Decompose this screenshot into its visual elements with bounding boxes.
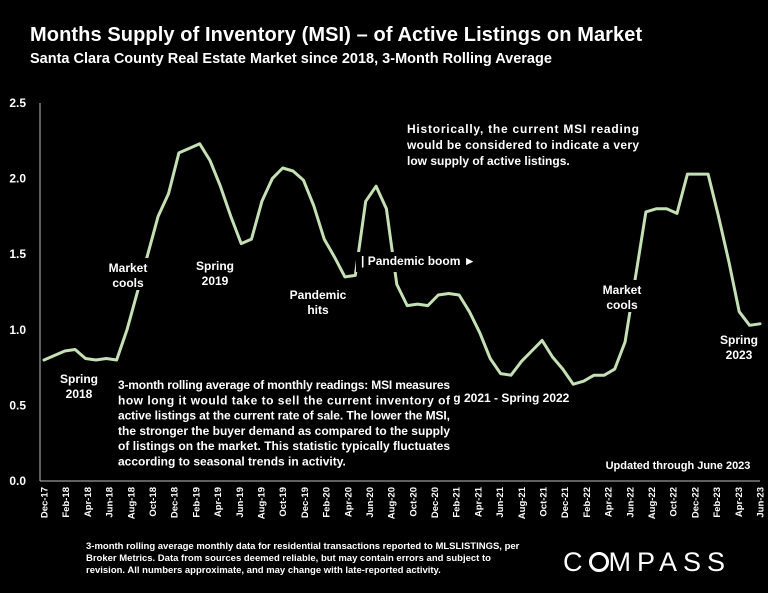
x-tick-label: Dec-18 <box>170 487 181 518</box>
x-tick-label: Apr-20 <box>343 487 354 517</box>
annotation-bg <box>716 331 762 363</box>
annotation-bg <box>190 256 240 288</box>
annotation-label: Market <box>109 261 148 275</box>
note-bottom-line: how long it would take to sell the curre… <box>118 393 451 407</box>
annotation-label: Market <box>603 283 642 297</box>
compass-logo: C MPASS <box>563 547 731 578</box>
x-tick-label: Aug-20 <box>387 487 398 519</box>
annotation-bg <box>605 456 751 476</box>
annotation-label: 2018 <box>66 387 93 401</box>
logo-ring-icon <box>588 552 609 572</box>
x-tick-label: Dec-20 <box>430 487 441 518</box>
y-tick-label: 2.0 <box>9 172 26 186</box>
y-tick-label: 2.5 <box>9 96 26 110</box>
annotation-label: cools <box>606 298 638 312</box>
x-tick-label: Feb-22 <box>582 487 593 518</box>
note-bottom-line: of listings on the market. This statisti… <box>118 439 450 453</box>
x-tick-label: Dec-19 <box>300 487 311 518</box>
x-tick-label: Dec-17 <box>40 487 51 518</box>
x-tick-label: Dec-22 <box>690 487 701 518</box>
note-bottom-line: according to seasonal trends in activity… <box>118 455 346 469</box>
note-top-line: would be considered to indicate a very <box>406 138 639 152</box>
x-tick-label: Oct-22 <box>669 487 680 517</box>
logo-text-rest: MPASS <box>608 547 732 577</box>
x-tick-label: Aug-21 <box>517 486 528 519</box>
x-tick-label: Apr-21 <box>473 486 484 517</box>
x-tick-label: Jun-19 <box>235 487 246 518</box>
annotation-label: Pandemic <box>290 288 347 302</box>
annotation-bg <box>103 258 153 290</box>
x-tick-label: Aug-19 <box>256 487 267 519</box>
x-tick-label: Jun-23 <box>756 487 767 518</box>
x-tick-label: Feb-23 <box>712 487 723 518</box>
annotation-bg <box>58 370 102 400</box>
note-top-line: Historically, the current MSI reading <box>407 122 639 136</box>
x-tick-label: Oct-20 <box>408 487 419 517</box>
x-tick-label: Apr-22 <box>604 487 615 517</box>
y-tick-label: 1.5 <box>9 247 26 261</box>
annotation-label: Spring <box>196 259 234 273</box>
logo-text-co: C <box>563 547 589 577</box>
x-tick-label: Feb-18 <box>61 487 72 518</box>
y-tick-label: 0.5 <box>9 398 26 412</box>
x-tick-label: Apr-18 <box>83 487 94 517</box>
annotation-label: Spring <box>720 333 758 347</box>
annotation-bg <box>284 285 352 319</box>
annotation-label: Updated through June 2023 <box>606 460 751 472</box>
y-tick-label: 1.0 <box>9 323 26 337</box>
chart-subtitle: Santa Clara County Real Estate Market si… <box>30 51 552 67</box>
note-bottom-line: active listings at the current rate of s… <box>118 409 450 423</box>
x-tick-label: Aug-22 <box>647 487 658 519</box>
note-bottom-bg <box>114 376 454 472</box>
x-tick-label: Jun-22 <box>625 487 636 518</box>
x-tick-label: Oct-21 <box>539 486 550 516</box>
y-tick-label: 0.0 <box>9 474 26 488</box>
annotation-label: | Pandemic boom ► <box>361 254 476 268</box>
source-footnote: 3-month rolling average monthly data for… <box>86 541 520 576</box>
x-tick-label: Feb-19 <box>191 487 202 518</box>
x-tick-label: Aug-18 <box>126 487 137 519</box>
annotation-bg <box>597 280 647 312</box>
annotation-label: cools <box>112 276 144 290</box>
x-tick-label: Jun-18 <box>105 487 116 518</box>
note-bottom-line: the stronger the buyer demand as compare… <box>118 424 450 438</box>
annotation-label: 2023 <box>726 348 753 362</box>
x-tick-label: Dec-21 <box>560 486 571 518</box>
x-tick-label: Jun-20 <box>365 487 376 518</box>
x-tick-label: Oct-18 <box>148 487 159 517</box>
x-tick-label: Oct-19 <box>278 487 289 517</box>
annotation-label: Spring <box>60 372 98 386</box>
x-tick-label: Jun-21 <box>495 486 506 517</box>
annotation-label: 2019 <box>202 274 229 288</box>
note-bottom-line: 3-month rolling average of monthly readi… <box>118 378 450 392</box>
x-tick-label: Apr-19 <box>213 487 224 517</box>
note-top-line: low supply of active listings. <box>407 154 570 168</box>
msi-series-line <box>42 142 762 386</box>
annotation-bg <box>356 252 481 272</box>
x-tick-label: Apr-23 <box>734 487 745 517</box>
note-top-bg <box>402 120 642 172</box>
x-tick-label: Feb-20 <box>322 487 333 518</box>
chart-title: Months Supply of Inventory (MSI) – of Ac… <box>30 24 643 46</box>
annotation-label: Spring 2021 - Spring 2022 <box>423 391 570 405</box>
x-tick-label: Feb-21 <box>452 486 463 517</box>
annotation-label: hits <box>307 303 329 317</box>
